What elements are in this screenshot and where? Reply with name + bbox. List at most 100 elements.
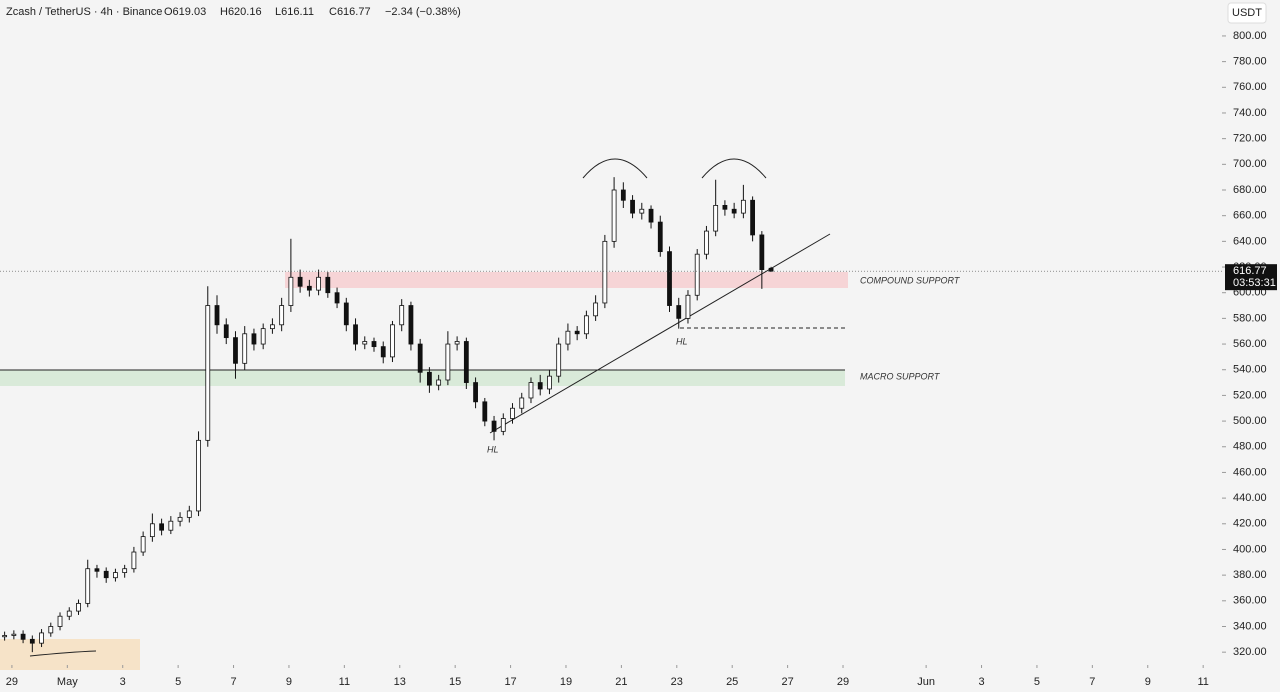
annotation: COMPOUND SUPPORT (860, 275, 961, 285)
currency-box[interactable] (1227, 2, 1267, 24)
candle-body (750, 199, 756, 236)
candle-body (408, 305, 414, 345)
candle-body (233, 337, 238, 364)
candle-body (676, 305, 682, 319)
candle-body (196, 439, 201, 512)
y-tick-label: 560.00 (1233, 338, 1267, 350)
candle-body (685, 294, 691, 319)
x-tick-label: 11 (1197, 676, 1208, 688)
candle-body (510, 407, 515, 419)
last-price-box (1225, 264, 1277, 291)
y-tick-label: 400.00 (1233, 543, 1267, 555)
candle-body (159, 523, 165, 531)
y-tick-label: 360.00 (1233, 595, 1267, 607)
x-tick-label: 11 (339, 676, 350, 688)
candle-body (630, 199, 635, 214)
candle-body (565, 330, 571, 345)
ohlc-change: −2.34 (−0.38%) (385, 6, 461, 18)
candle-body (390, 324, 395, 358)
annotation: MACRO SUPPORT (860, 371, 941, 381)
candle-body (177, 516, 183, 522)
candle-body (574, 330, 580, 335)
arc (582, 158, 648, 179)
candle-body (149, 523, 155, 538)
candle-body (500, 418, 506, 432)
x-tick-label: 9 (286, 676, 292, 688)
y-tick-label: 460.00 (1233, 466, 1267, 478)
candle-body (648, 208, 654, 223)
candle-body (288, 276, 294, 306)
currency[interactable]: USDT (1232, 7, 1262, 19)
candle-body (94, 568, 100, 572)
candle-body (427, 371, 432, 386)
y-tick-label: 380.00 (1233, 569, 1267, 581)
candle-body (556, 343, 562, 377)
candle-body (113, 572, 118, 579)
candle-body (639, 208, 645, 214)
candle-body (122, 568, 128, 573)
candle-body (713, 205, 719, 232)
ohlc-low: L616.11 (275, 6, 314, 18)
candle-body (325, 276, 331, 294)
x-tick-label: 25 (726, 676, 738, 688)
y-tick-label: 480.00 (1233, 441, 1267, 453)
y-tick-label: 740.00 (1233, 107, 1267, 119)
candle-body (316, 276, 321, 291)
candle-body (48, 626, 54, 634)
candle-body (454, 341, 460, 345)
plot (2, 177, 774, 653)
y-tick-label: 800.00 (1233, 30, 1267, 42)
candle-body (251, 333, 257, 345)
candle-body (537, 382, 543, 390)
candle-body (242, 333, 248, 364)
candle-body (362, 341, 368, 345)
x-tick-label: 3 (120, 676, 126, 688)
candle-body (593, 302, 599, 317)
candle-body (482, 401, 488, 422)
y-tick-label: 720.00 (1233, 133, 1267, 145)
x-tick-label: 5 (1034, 676, 1040, 688)
candle-body (657, 221, 663, 253)
x-tick-label: Jun (917, 676, 935, 688)
y-tick-label: 340.00 (1233, 620, 1267, 632)
x-tick-label: 15 (449, 676, 461, 688)
x-tick-label: 21 (615, 676, 627, 688)
last-price-label: 616.77 (1233, 265, 1267, 277)
y-tick-label: 780.00 (1233, 56, 1267, 68)
x-tick-label: 17 (504, 676, 516, 688)
candle-body (694, 253, 700, 296)
annotation: HL (676, 336, 688, 346)
candle-body (214, 305, 220, 326)
x-tick-label: May (57, 676, 78, 688)
x-tick-label: 29 (837, 676, 849, 688)
chart-title: Zcash / TetherUS · 4h · Binance (6, 6, 162, 18)
candle-body (463, 341, 469, 383)
curve (29, 650, 97, 657)
candle-body (260, 328, 266, 345)
candle-body (602, 240, 608, 304)
candle-body (297, 276, 303, 287)
y-tick-label: 580.00 (1233, 312, 1267, 324)
candle-body (722, 205, 728, 210)
y-tick-label: 520.00 (1233, 389, 1267, 401)
macro-support-zone (0, 370, 845, 386)
candle-body (620, 189, 626, 201)
x-tick-label: 13 (394, 676, 406, 688)
candle-body (519, 397, 525, 409)
y-tick-label: 660.00 (1233, 210, 1267, 222)
y-tick-label: 420.00 (1233, 518, 1267, 530)
x-tick-label: 23 (671, 676, 683, 688)
candle-body (140, 536, 146, 553)
x-tick-label: 7 (230, 676, 236, 688)
candle-body (334, 292, 340, 304)
candle-body (611, 189, 617, 242)
candle-body (76, 602, 81, 612)
x-tick-label: 7 (1089, 676, 1095, 688)
y-tick-label: 440.00 (1233, 492, 1267, 504)
y-tick-label: 760.00 (1233, 81, 1267, 93)
candle-body (103, 570, 109, 579)
y-tick-label: 640.00 (1233, 235, 1267, 247)
x-tick-label: 29 (6, 676, 18, 688)
candle-body (704, 230, 709, 255)
candle-body (528, 382, 534, 399)
